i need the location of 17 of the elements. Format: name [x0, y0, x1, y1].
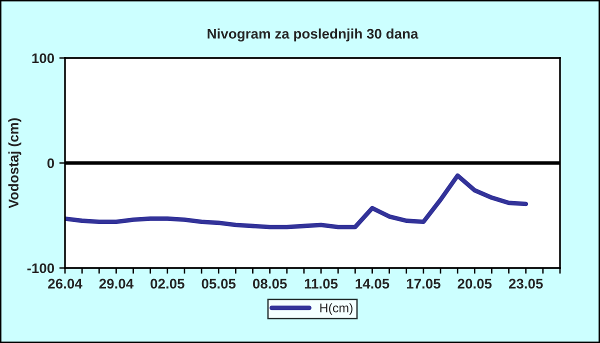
y-tick-label: 100 [32, 53, 54, 64]
x-tick-label: 26.04 [48, 278, 82, 289]
y-tick-label: -100 [27, 263, 54, 274]
legend-label: H(cm) [320, 303, 352, 315]
y-tick-label: 0 [47, 158, 54, 168]
x-tick-label: 29.04 [99, 278, 134, 289]
x-tick-label: 23.05 [508, 278, 543, 289]
x-tick-label: 11.05 [304, 278, 338, 289]
x-tick-label: 02.05 [150, 278, 184, 289]
x-tick-label: 14.05 [356, 278, 390, 289]
x-tick-label: 20.05 [458, 278, 492, 289]
chart-title: Nivogram za poslednjih 30 dana [208, 28, 418, 42]
x-tick-label: 17.05 [406, 278, 440, 289]
x-tick-label: 05.05 [202, 278, 236, 289]
x-tick-label: 08.05 [253, 278, 287, 289]
line-series [65, 173, 528, 230]
y-axis-title: Vodostaj (cm) [8, 118, 22, 208]
